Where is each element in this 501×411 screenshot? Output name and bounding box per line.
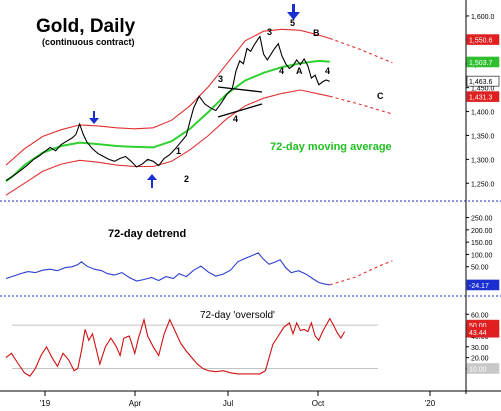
value-tag-box [466, 279, 500, 291]
value-tag-box [466, 75, 500, 87]
y-tick-label-2-3: 30.00 [471, 345, 489, 352]
value-tag-text: 1,463.6 [469, 79, 492, 86]
y-tick-label-0-7: 1,250.0 [471, 181, 494, 188]
value-tag-2-2: 10.00 [466, 363, 500, 374]
oversold-label: 72-day 'oversold' [200, 310, 275, 321]
detrend-label: 72-day detrend [108, 228, 186, 240]
value-tag-box [466, 56, 500, 68]
y-tick-label-1-1: 200.00 [471, 228, 493, 235]
series-72-day-detrend [5, 252, 330, 286]
value-tag-text: 1,503.7 [469, 60, 492, 67]
y-tick-label-0-6: 1,300.0 [471, 157, 494, 164]
y-tick-label-1-3: 100.00 [471, 252, 493, 259]
series-upper-band [5, 28, 330, 166]
value-tag-box [466, 34, 500, 45]
y-tick-label-1-2: 150.00 [471, 240, 493, 247]
y-tick-label-2-4: 20.00 [471, 356, 489, 363]
value-tag-text: 43.44 [469, 330, 487, 337]
wave-label-a: A [296, 66, 303, 76]
x-tick-label-3: Oct [312, 399, 325, 408]
y-tick-label-0-5: 1,350.0 [471, 133, 494, 140]
x-tick-label-4: '20 [425, 399, 436, 408]
value-tag-box [466, 363, 500, 374]
y-tick-label-2-0: 60.00 [471, 312, 489, 319]
series-lower-band [5, 89, 330, 196]
x-tick-label-1: Apr [129, 399, 142, 408]
wave-label-4: 4 [233, 114, 238, 124]
value-tag-0-3: 1,431.3 [466, 91, 500, 102]
chart-subtitle: (continuous contract) [42, 37, 135, 47]
x-tick-label-0: '19 [40, 399, 51, 408]
wave-label-3b: 3 [267, 27, 272, 37]
value-tag-0-0: 1,550.6 [466, 34, 500, 45]
series-lower-band-projection [329, 95, 393, 115]
series-72-day-moving-average [5, 59, 330, 183]
value-tag-box [466, 91, 500, 102]
wave-label-2: 2 [184, 174, 189, 184]
y-tick-label-0-3: 1,450.0 [471, 86, 494, 93]
x-tick-label-2: Jul [223, 399, 233, 408]
series-upper-band-projection [329, 37, 393, 64]
series-detrend-projection [329, 260, 393, 286]
series-price [5, 35, 330, 181]
series-group [5, 28, 393, 377]
wave-label-4c: 4 [325, 66, 330, 76]
value-tag-0-1: 1,503.7 [466, 56, 500, 68]
value-tag-text: 50.00 [469, 323, 487, 330]
value-tag-text: 1,431.3 [469, 95, 492, 102]
series-72-day-oversold- [5, 317, 346, 377]
down-arrow-icon-sep [287, 4, 300, 20]
value-tag-0-2: 1,463.6 [466, 75, 500, 87]
chart-title: Gold, Daily [36, 16, 136, 37]
y-tick-label-1-0: 250.00 [471, 216, 493, 223]
down-arrow-icon-feb [89, 111, 99, 124]
wave-label-4b: 4 [279, 66, 284, 76]
wave-label-3: 3 [218, 74, 223, 84]
label-group: 1,550.61,503.71,463.61,431.3-24.1750.004… [466, 34, 500, 374]
moving-average-label: 72-day moving average [270, 141, 392, 153]
value-tag-text: -24.17 [469, 283, 489, 290]
y-tick-label-0-0: 1,600.0 [471, 14, 494, 21]
wave-label-b: B [313, 28, 320, 38]
wave-channel-lines [217, 86, 263, 118]
value-tag-2-1: 43.44 [466, 326, 500, 338]
y-tick-label-1-4: 50.00 [471, 265, 489, 272]
value-tag-box [466, 326, 500, 338]
wave-label-5: 5 [290, 18, 295, 28]
value-tag-1-0: -24.17 [466, 279, 500, 291]
wave-label-1: 1 [176, 146, 181, 156]
value-tag-text: 1,550.6 [469, 38, 492, 45]
y-tick-label-0-4: 1,400.0 [471, 110, 494, 117]
up-arrow-icon-may [147, 174, 157, 188]
value-tag-text: 10.00 [469, 366, 487, 373]
wave-label-c: C [377, 91, 384, 101]
